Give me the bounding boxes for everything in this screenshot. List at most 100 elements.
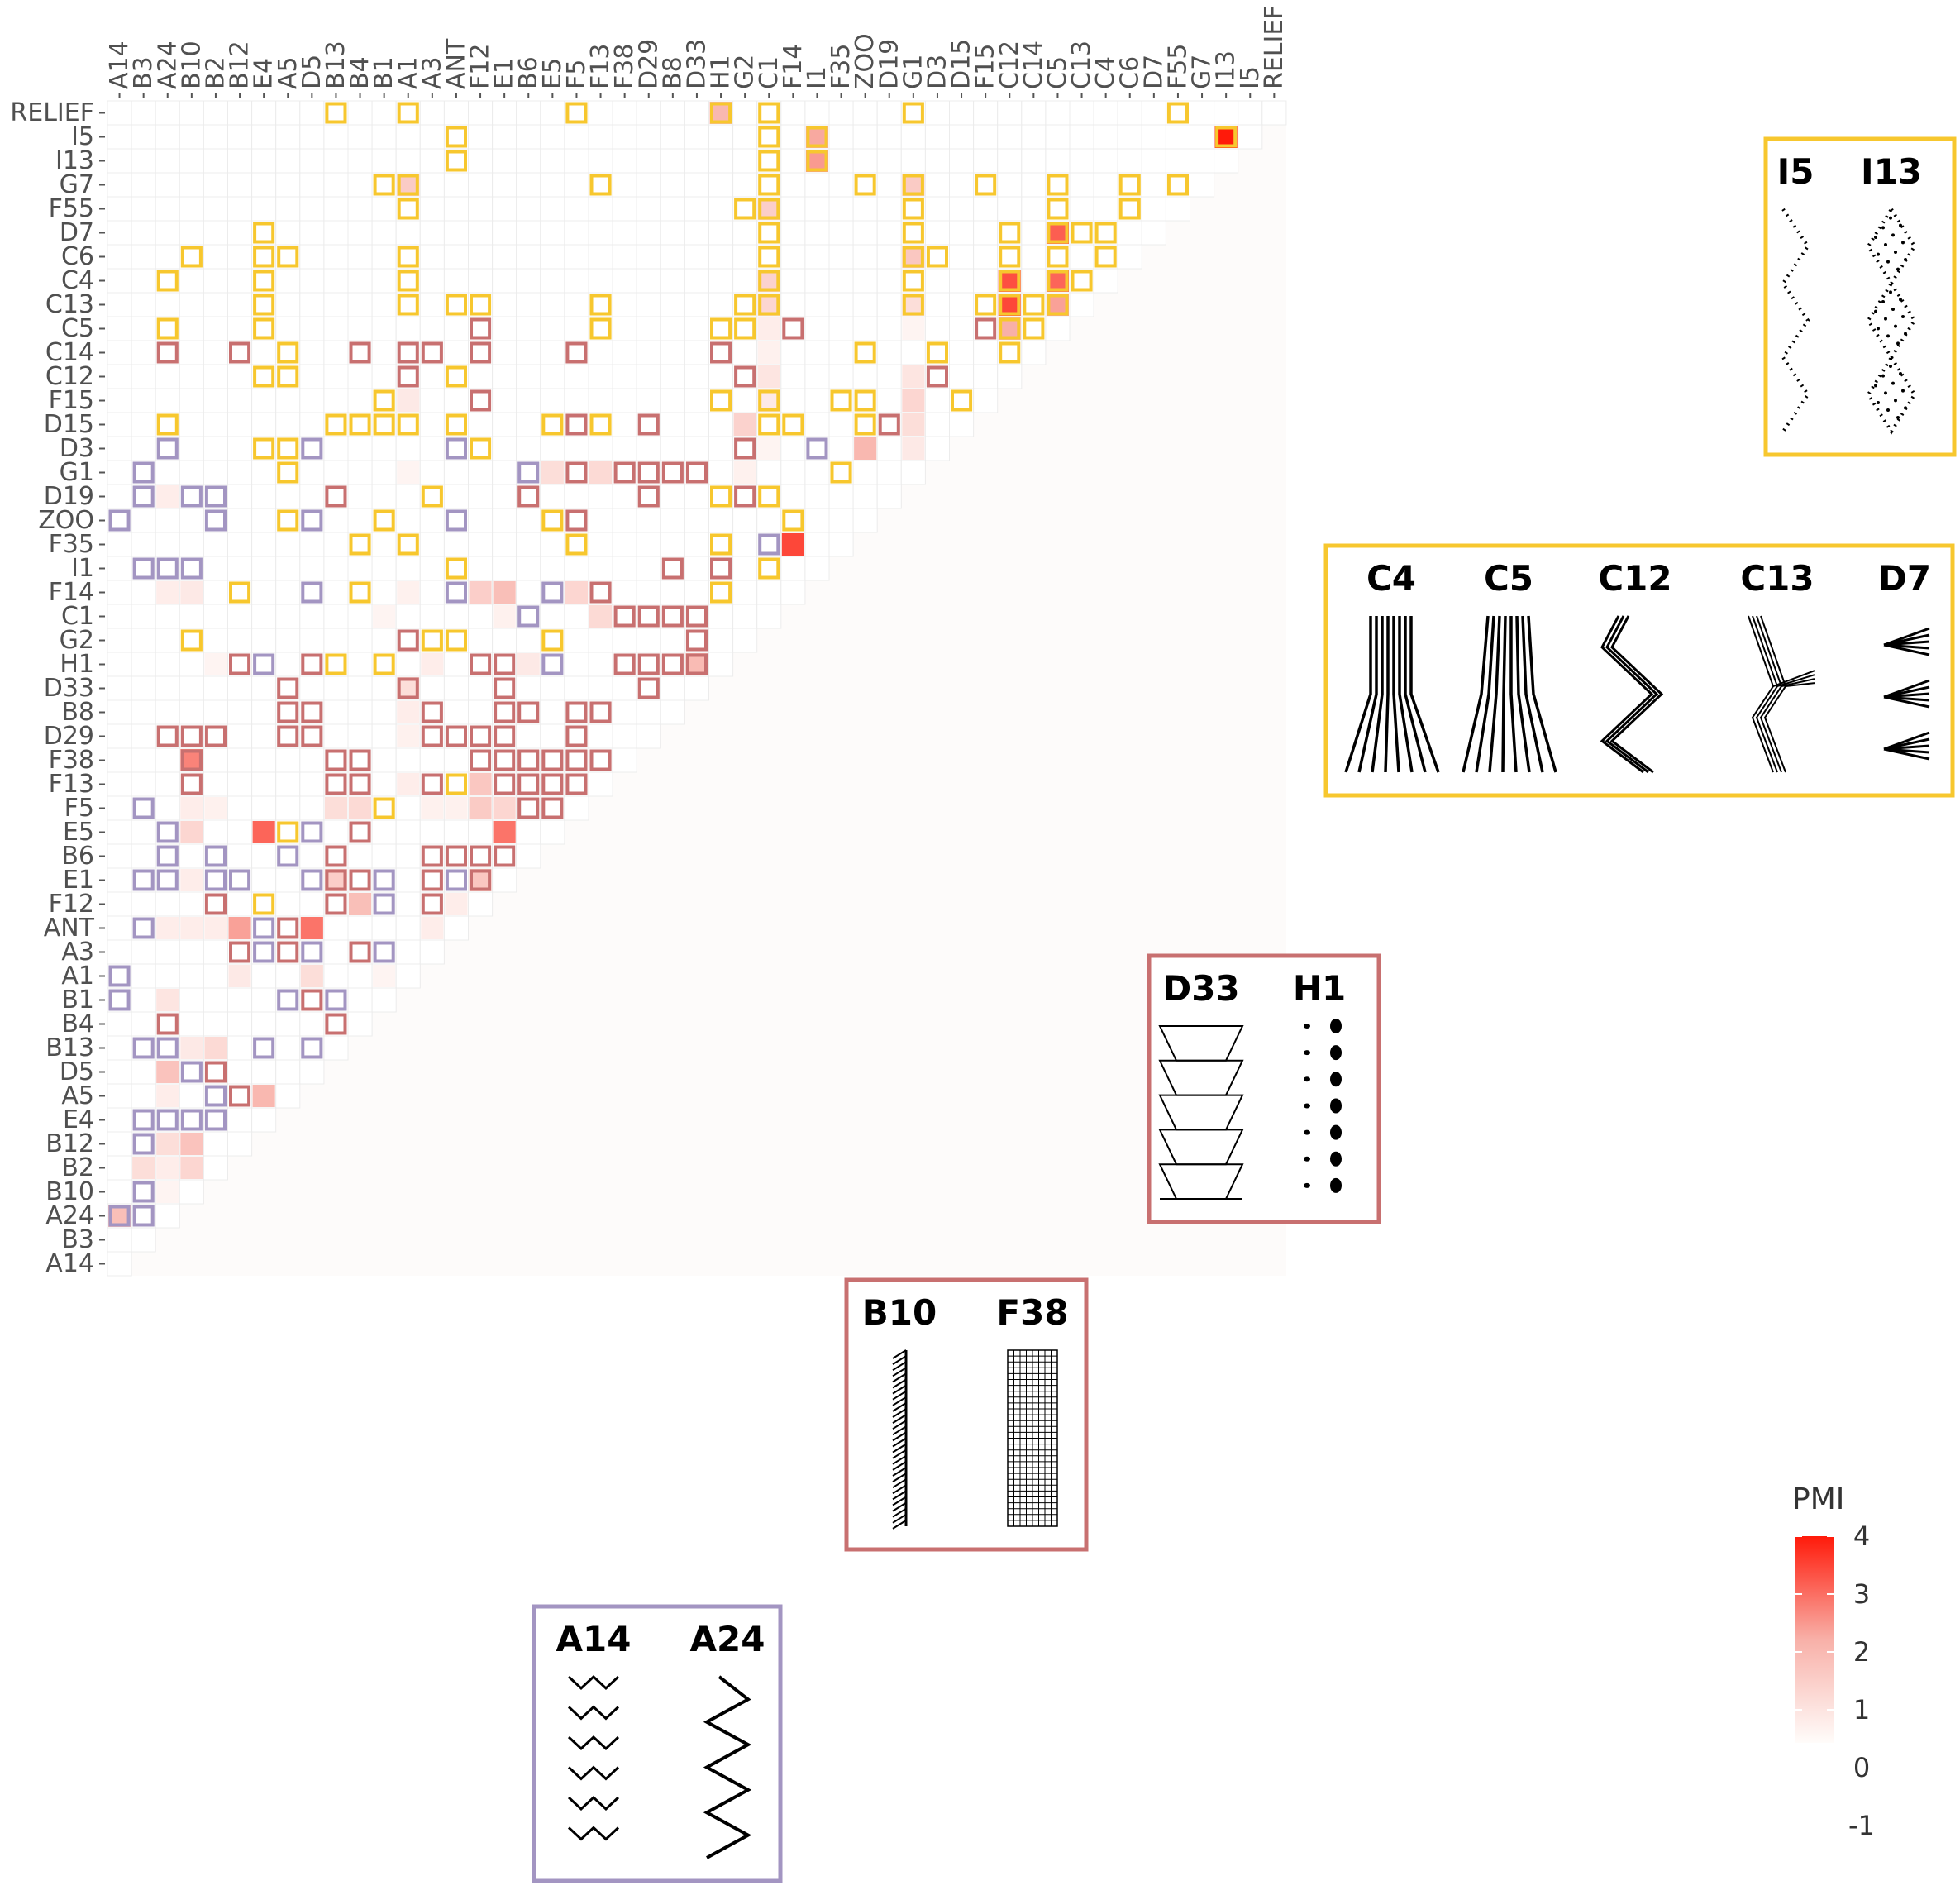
grid-cell — [107, 1035, 132, 1061]
cluster-outline-red — [470, 845, 492, 867]
cluster-outline-red — [517, 485, 540, 508]
cluster-outline-red — [517, 749, 540, 771]
grid-cell — [804, 172, 830, 198]
grid-cell — [131, 292, 156, 317]
cluster-outline-yellow — [999, 341, 1021, 364]
grid-cell — [516, 580, 541, 605]
cluster-outline-purple — [156, 437, 179, 460]
cluster-outline-yellow — [854, 389, 876, 412]
grid-cell — [612, 172, 637, 198]
grid-cell — [179, 1011, 204, 1037]
grid-cell — [155, 604, 180, 629]
legend-tick-label: 4 — [1853, 1520, 1870, 1552]
grid-cell — [323, 340, 349, 365]
cluster-outline-yellow — [373, 509, 395, 532]
grid-cell — [997, 172, 1023, 198]
cluster-outline-purple — [541, 653, 564, 675]
pmi-value-cell — [180, 1037, 203, 1059]
grid-cell — [612, 220, 637, 246]
grid-cell — [564, 172, 589, 198]
grid-cell — [612, 364, 637, 389]
grid-cell — [203, 148, 228, 174]
grid-cell — [131, 172, 156, 198]
motif-label: D7 — [1878, 558, 1931, 599]
grid-cell — [564, 388, 589, 413]
grid-cell — [949, 292, 975, 317]
grid-cell — [347, 699, 373, 725]
grid-cell — [949, 124, 975, 150]
y-tick-label: ANT — [44, 914, 95, 943]
grid-cell — [107, 675, 132, 701]
grid-cell — [131, 628, 156, 653]
cluster-outline-red — [637, 677, 660, 699]
y-tick-label: B13 — [45, 1033, 94, 1062]
grid-cell — [371, 987, 397, 1013]
grid-cell — [1214, 100, 1239, 126]
cluster-outline-yellow — [277, 246, 299, 268]
grid-cell — [347, 915, 373, 941]
grid-cell — [973, 364, 999, 389]
grid-cell — [708, 460, 734, 485]
grid-cell — [612, 699, 637, 725]
grid-cell — [275, 196, 301, 222]
y-tick-label: F5 — [64, 794, 94, 823]
y-tick-label: F13 — [49, 770, 94, 799]
grid-cell — [708, 652, 734, 677]
x-axis-tick-labels: A14B3A24B10B2B12E4A5D5B13B4B1A1A3ANTF12E… — [105, 5, 1289, 98]
x-tick-label: ANT — [441, 38, 470, 89]
grid-cell — [323, 963, 349, 989]
grid-cell — [828, 220, 854, 246]
grid-cell — [227, 292, 253, 317]
grid-cell — [612, 196, 637, 222]
grid-cell — [564, 268, 589, 294]
grid-cell — [251, 412, 277, 437]
grid-cell — [660, 699, 685, 725]
grid-cell — [299, 675, 325, 701]
y-tick-label: D3 — [60, 434, 94, 463]
grid-cell — [203, 1131, 228, 1157]
grid-cell — [275, 148, 301, 174]
cluster-outline-yellow — [565, 102, 588, 124]
grid-cell — [684, 196, 710, 222]
grid-cell — [852, 220, 878, 246]
grid-cell — [949, 316, 975, 341]
cluster-outline-red — [975, 317, 997, 340]
grid-cell — [347, 388, 373, 413]
cluster-outline-purple — [253, 917, 275, 939]
grid-cell — [636, 532, 661, 557]
grid-cell — [107, 652, 132, 677]
grid-cell — [299, 412, 325, 437]
grid-cell — [203, 939, 228, 965]
grid-cell — [395, 124, 421, 150]
cluster-outline-red — [301, 989, 323, 1011]
cluster-outline-yellow — [830, 389, 852, 412]
grid-cell — [660, 508, 685, 533]
y-tick-label: F35 — [49, 530, 94, 559]
cluster-outline-purple — [253, 1037, 275, 1059]
grid-cell — [203, 771, 228, 797]
grid-cell — [155, 699, 180, 725]
grid-cell — [227, 747, 253, 773]
grid-cell — [251, 987, 277, 1013]
grid-cell — [949, 364, 975, 389]
pmi-value-cell — [421, 653, 444, 675]
cluster-outline-red — [565, 341, 588, 364]
grid-cell — [732, 148, 758, 174]
pmi-value-cell — [349, 893, 372, 915]
y-tick-label: C4 — [61, 266, 94, 295]
grid-cell — [227, 244, 253, 270]
grid-cell — [299, 292, 325, 317]
grid-cell — [828, 508, 854, 533]
grid-cell — [107, 364, 132, 389]
pmi-value-cell — [757, 341, 780, 364]
grid-cell — [804, 460, 830, 485]
grid-cell — [347, 556, 373, 581]
grid-cell — [516, 244, 541, 270]
grid-cell — [323, 148, 349, 174]
grid-cell — [1045, 316, 1071, 341]
grid-cell — [708, 268, 734, 294]
grid-cell — [131, 723, 156, 749]
cluster-outline-purple — [301, 821, 323, 843]
cluster-outline-red — [156, 1013, 179, 1035]
cluster-outline-yellow — [373, 389, 395, 412]
